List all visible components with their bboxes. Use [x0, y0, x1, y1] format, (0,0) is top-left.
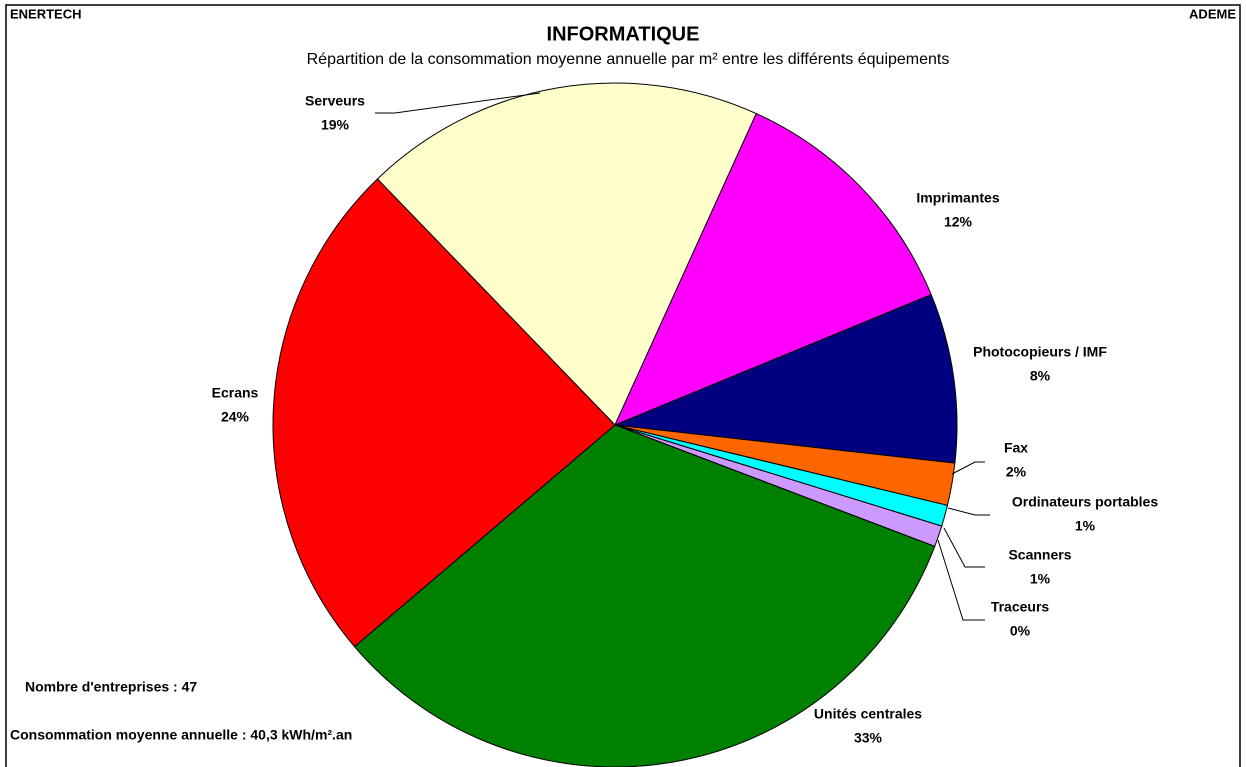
slice-label: Fax: [1004, 440, 1028, 456]
slice-label: Ecrans: [212, 385, 259, 401]
leader-line: [937, 539, 985, 621]
slice-value-label: 1%: [1030, 571, 1051, 587]
pie: [272, 82, 958, 767]
pie-slice: [614, 294, 958, 464]
annotation: Nombre d'entreprises : 47: [25, 679, 197, 695]
slice-value-label: 0%: [1010, 623, 1031, 639]
slice-value-label: 19%: [321, 117, 350, 133]
slice-label: Scanners: [1008, 547, 1071, 563]
chart-title: INFORMATIQUE: [547, 23, 700, 45]
slice-value-label: 2%: [1006, 464, 1027, 480]
slice-value-label: 8%: [1030, 368, 1051, 384]
slice-label: Ordinateurs portables: [1012, 494, 1158, 510]
leader-lines: [375, 92, 990, 621]
slice-label: Unités centrales: [814, 706, 922, 722]
slice-value-label: 1%: [1075, 518, 1096, 534]
slice-label: Imprimantes: [916, 190, 999, 206]
pie-slice: [614, 112, 932, 426]
slice-value-label: 33%: [854, 730, 883, 746]
pie-slice: [272, 178, 616, 648]
pie-slice: [376, 82, 757, 426]
chart-subtitle: Répartition de la consommation moyenne a…: [307, 51, 950, 68]
leader-line: [943, 527, 985, 568]
slice-value-label: 24%: [221, 409, 250, 425]
slice-label: Photocopieurs / IMF: [973, 344, 1107, 360]
frame: [5, 4, 1241, 767]
annotation: Consommation moyenne annuelle : 40,3 kWh…: [10, 727, 352, 743]
pie-slice: [353, 424, 936, 767]
leader-line: [951, 461, 985, 475]
leader-line: [947, 507, 990, 516]
slice-label: Traceurs: [991, 599, 1050, 615]
slice-value-label: 12%: [944, 214, 973, 230]
header-left: ENERTECH: [10, 6, 82, 21]
header-right: ADEME: [1189, 6, 1236, 21]
leader-line: [375, 92, 541, 114]
slice-label: Serveurs: [305, 93, 365, 109]
